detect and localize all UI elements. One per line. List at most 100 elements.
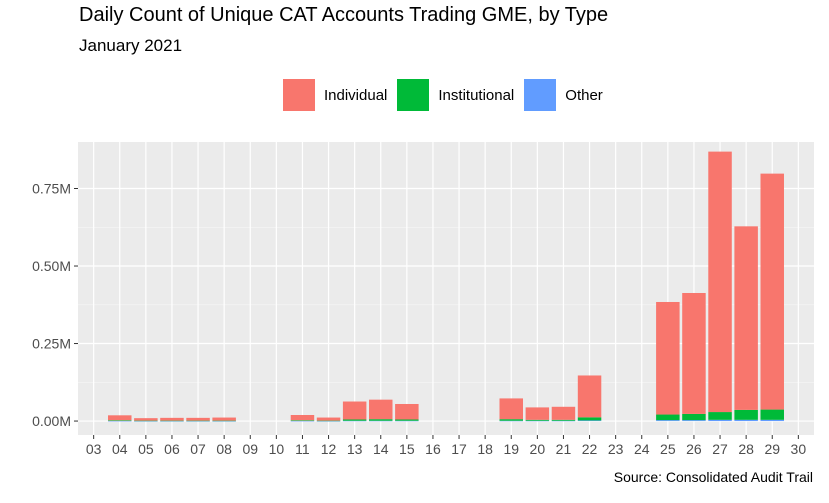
bar-institutional-07 (186, 420, 210, 422)
bar-institutional-25 (656, 414, 680, 421)
bar-individual-15 (395, 403, 419, 420)
x-tick-label: 21 (556, 441, 572, 457)
bar-other-07 (186, 420, 210, 422)
x-tick-label: 29 (764, 441, 780, 457)
bar-institutional-19 (499, 419, 523, 421)
chart-subtitle: January 2021 (79, 36, 183, 55)
bar-individual-27 (708, 151, 732, 413)
bar-individual-05 (134, 418, 158, 421)
bar-institutional-05 (134, 420, 158, 422)
legend: Individual Institutional Other (283, 78, 613, 112)
bar-institutional-04 (108, 420, 132, 421)
bar-other-20 (525, 420, 550, 422)
bar-other-22 (577, 420, 602, 422)
bar-institutional-20 (525, 419, 550, 421)
bar-institutional-15 (395, 419, 419, 421)
bar-individual-21 (551, 406, 576, 420)
x-tick-label: 27 (712, 441, 728, 457)
legend-key-individual (283, 79, 315, 111)
bar-other-13 (342, 420, 367, 422)
bar-institutional-29 (760, 409, 784, 420)
bar-individual-14 (369, 399, 393, 420)
x-tick-label: 25 (660, 441, 676, 457)
x-tick-label: 30 (791, 441, 807, 457)
y-tick-label: 0.75M (32, 181, 71, 197)
bar-individual-11 (290, 415, 315, 421)
x-tick-label: 11 (295, 441, 310, 457)
legend-key-other (524, 79, 557, 111)
x-tick-label: 14 (373, 441, 389, 457)
legend-key-institutional (397, 79, 430, 111)
x-tick-label: 18 (477, 441, 493, 457)
bar-institutional-27 (708, 412, 732, 420)
bar-other-15 (395, 420, 419, 422)
bar-individual-19 (499, 398, 523, 420)
legend-item-institutional: Institutional (397, 79, 514, 111)
legend-item-individual: Individual (283, 79, 387, 111)
x-tick-label: 17 (451, 441, 467, 457)
x-tick-label: 13 (347, 441, 363, 457)
legend-item-other: Other (524, 79, 603, 111)
x-tick-label: 22 (582, 441, 598, 457)
bar-individual-22 (577, 375, 602, 418)
x-tick-label: 20 (530, 441, 546, 457)
legend-label-individual: Individual (324, 86, 388, 104)
bar-other-29 (760, 419, 784, 422)
x-tick-label: 03 (86, 441, 102, 457)
bar-other-19 (499, 420, 523, 422)
bar-other-08 (212, 420, 236, 422)
bar-other-26 (682, 420, 706, 422)
bar-individual-07 (186, 417, 210, 421)
x-tick-label: 08 (216, 441, 232, 457)
bar-individual-28 (734, 226, 758, 410)
x-tick-label: 24 (634, 441, 650, 457)
bar-individual-25 (656, 301, 680, 415)
x-tick-label: 28 (738, 441, 754, 457)
bar-other-14 (369, 420, 393, 422)
x-tick-label: 23 (608, 441, 624, 457)
bar-individual-04 (108, 415, 132, 421)
x-tick-label: 04 (112, 441, 128, 457)
bar-individual-06 (160, 417, 184, 421)
bar-individual-26 (682, 292, 706, 414)
x-tick-label: 26 (686, 441, 702, 457)
bar-individual-29 (760, 173, 784, 410)
y-tick-label: 0.25M (32, 336, 71, 352)
chart-title: Daily Count of Unique CAT Accounts Tradi… (79, 4, 609, 26)
bar-institutional-06 (160, 420, 184, 422)
bar-individual-20 (525, 407, 550, 420)
bar-other-28 (734, 419, 758, 422)
x-tick-label: 19 (503, 441, 519, 457)
bar-individual-13 (342, 401, 367, 420)
bar-other-05 (134, 420, 158, 422)
bar-institutional-08 (212, 420, 236, 422)
x-tick-label: 09 (242, 441, 258, 457)
bar-institutional-21 (551, 419, 576, 421)
x-tick-label: 05 (138, 441, 154, 457)
bar-institutional-26 (682, 413, 706, 421)
x-tick-label: 06 (164, 441, 180, 457)
bar-other-25 (656, 420, 680, 422)
bar-other-11 (290, 420, 315, 422)
legend-label-institutional: Institutional (438, 86, 515, 104)
bar-other-06 (160, 420, 184, 422)
x-tick-label: 16 (425, 441, 441, 457)
bar-other-12 (316, 420, 341, 422)
x-tick-label: 15 (399, 441, 415, 457)
bar-individual-08 (212, 417, 236, 421)
chart-caption: Source: Consolidated Audit Trail (613, 469, 813, 485)
bar-institutional-13 (342, 419, 367, 421)
x-tick-label: 07 (190, 441, 206, 457)
legend-label-other: Other (565, 86, 603, 104)
x-tick-label: 12 (321, 441, 337, 457)
bar-institutional-28 (734, 409, 758, 420)
bar-institutional-12 (316, 420, 341, 422)
y-tick-label: 0.00M (32, 413, 71, 429)
bar-other-21 (551, 420, 576, 422)
y-tick-label: 0.50M (32, 258, 71, 274)
bar-institutional-22 (577, 417, 602, 421)
bar-institutional-11 (290, 420, 315, 421)
x-tick-label: 10 (269, 441, 285, 457)
bar-other-04 (108, 420, 132, 422)
